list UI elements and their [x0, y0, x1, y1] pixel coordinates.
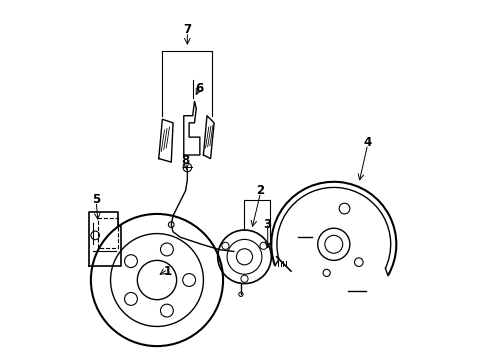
Text: 1: 1 — [163, 265, 171, 278]
Text: 4: 4 — [363, 136, 371, 149]
Text: 3: 3 — [263, 218, 271, 231]
Text: 2: 2 — [256, 184, 264, 197]
Text: 5: 5 — [92, 193, 100, 206]
Text: 7: 7 — [183, 23, 191, 36]
Text: 8: 8 — [181, 154, 189, 167]
Text: 6: 6 — [195, 82, 203, 95]
